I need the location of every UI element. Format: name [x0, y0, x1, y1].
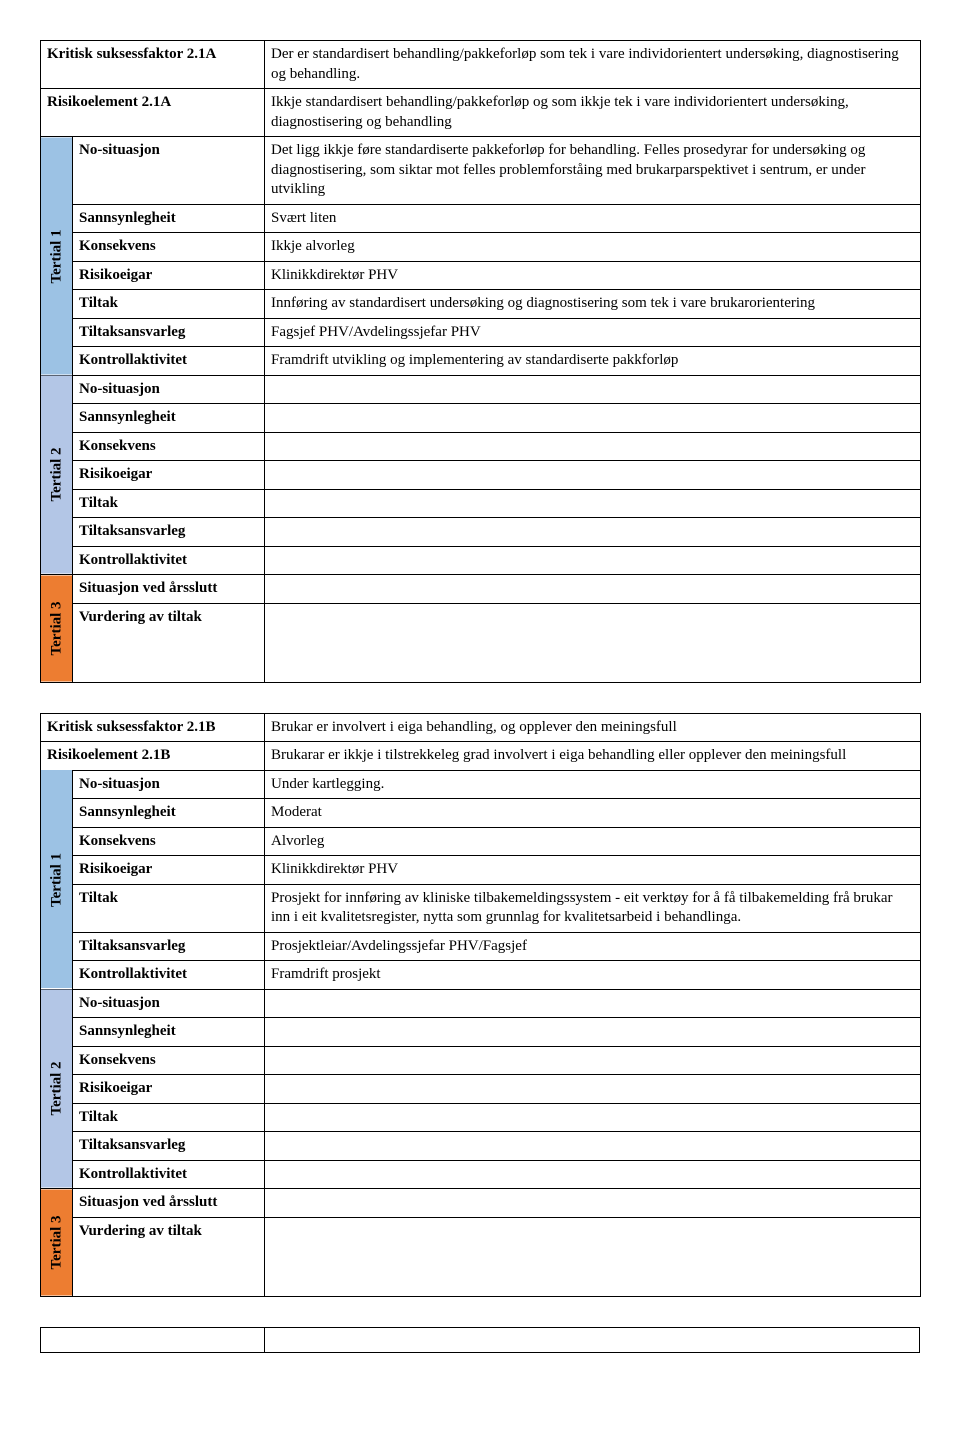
row-key: No-situasjon: [73, 989, 265, 1018]
tertial-label: Tertial 3: [41, 1189, 73, 1297]
row-key: Kontrollaktivitet: [73, 1160, 265, 1189]
empty-cell: [41, 1327, 265, 1352]
row-value: Fagsjef PHV/Avdelingssjefar PHV: [265, 318, 921, 347]
row-key: Sannsynlegheit: [73, 799, 265, 828]
empty-footer-table: [40, 1327, 920, 1353]
row-key: No-situasjon: [73, 375, 265, 404]
row-key: Risikoeigar: [73, 461, 265, 490]
row-value: Svært liten: [265, 204, 921, 233]
row-value: [265, 461, 921, 490]
row-value: [265, 404, 921, 433]
row-value: Framdrift utvikling og implementering av…: [265, 347, 921, 376]
row-key: No-situasjon: [73, 137, 265, 205]
row-key: Kontrollaktivitet: [73, 347, 265, 376]
row-value: Prosjektleiar/Avdelingssjefar PHV/Fagsje…: [265, 932, 921, 961]
tertial-label: Tertial 3: [41, 575, 73, 683]
tertial-label: Tertial 2: [41, 989, 73, 1189]
row-value: Moderat: [265, 799, 921, 828]
row-key: Vurdering av tiltak: [73, 603, 265, 682]
header-right: Der er standardisert behandling/pakkefor…: [265, 41, 921, 89]
row-key: Situasjon ved årsslutt: [73, 575, 265, 604]
row-key: Sannsynlegheit: [73, 404, 265, 433]
row-key: Tiltak: [73, 884, 265, 932]
row-value: [265, 1075, 921, 1104]
row-key: Situasjon ved årsslutt: [73, 1189, 265, 1218]
row-value: [265, 375, 921, 404]
row-key: Vurdering av tiltak: [73, 1217, 265, 1296]
row-value: [265, 518, 921, 547]
document-root: Kritisk suksessfaktor 2.1ADer er standar…: [40, 40, 920, 1353]
row-value: [265, 1018, 921, 1047]
header-left: Risikoelement 2.1B: [41, 742, 265, 771]
header-left: Kritisk suksessfaktor 2.1B: [41, 713, 265, 742]
tertial-label: Tertial 1: [41, 770, 73, 989]
row-value: [265, 1189, 921, 1218]
row-key: Konsekvens: [73, 827, 265, 856]
row-key: Risikoeigar: [73, 1075, 265, 1104]
row-key: Tiltaksansvarleg: [73, 518, 265, 547]
header-right: Brukarar er ikkje i tilstrekkeleg grad i…: [265, 742, 921, 771]
tertial-label: Tertial 1: [41, 137, 73, 376]
row-value: [265, 1132, 921, 1161]
risk-table-0: Kritisk suksessfaktor 2.1ADer er standar…: [40, 40, 921, 683]
row-value: [265, 603, 921, 682]
row-value: Ikkje alvorleg: [265, 233, 921, 262]
row-key: Konsekvens: [73, 1046, 265, 1075]
row-value: Under kartlegging.: [265, 770, 921, 799]
header-left: Kritisk suksessfaktor 2.1A: [41, 41, 265, 89]
row-value: Klinikkdirektør PHV: [265, 261, 921, 290]
row-key: Tiltaksansvarleg: [73, 932, 265, 961]
row-key: Tiltaksansvarleg: [73, 318, 265, 347]
row-value: Prosjekt for innføring av kliniske tilba…: [265, 884, 921, 932]
risk-table-1: Kritisk suksessfaktor 2.1BBrukar er invo…: [40, 713, 921, 1297]
row-value: [265, 1217, 921, 1296]
row-value: [265, 989, 921, 1018]
row-key: Sannsynlegheit: [73, 204, 265, 233]
row-key: Konsekvens: [73, 432, 265, 461]
header-right: Brukar er involvert i eiga behandling, o…: [265, 713, 921, 742]
row-value: Innføring av standardisert undersøking o…: [265, 290, 921, 319]
row-value: [265, 1103, 921, 1132]
row-key: No-situasjon: [73, 770, 265, 799]
row-value: [265, 489, 921, 518]
row-key: Risikoeigar: [73, 261, 265, 290]
row-value: Klinikkdirektør PHV: [265, 856, 921, 885]
row-value: [265, 575, 921, 604]
header-right: Ikkje standardisert behandling/pakkeforl…: [265, 89, 921, 137]
row-key: Tiltaksansvarleg: [73, 1132, 265, 1161]
row-key: Tiltak: [73, 290, 265, 319]
tertial-label: Tertial 2: [41, 375, 73, 575]
row-value: [265, 1160, 921, 1189]
row-value: Det ligg ikkje føre standardiserte pakke…: [265, 137, 921, 205]
row-key: Tiltak: [73, 1103, 265, 1132]
row-key: Tiltak: [73, 489, 265, 518]
row-value: [265, 546, 921, 575]
row-key: Kontrollaktivitet: [73, 961, 265, 990]
empty-cell: [264, 1327, 919, 1352]
row-key: Kontrollaktivitet: [73, 546, 265, 575]
row-value: [265, 432, 921, 461]
row-value: Alvorleg: [265, 827, 921, 856]
row-key: Sannsynlegheit: [73, 1018, 265, 1047]
row-value: [265, 1046, 921, 1075]
row-value: Framdrift prosjekt: [265, 961, 921, 990]
row-key: Risikoeigar: [73, 856, 265, 885]
header-left: Risikoelement 2.1A: [41, 89, 265, 137]
row-key: Konsekvens: [73, 233, 265, 262]
